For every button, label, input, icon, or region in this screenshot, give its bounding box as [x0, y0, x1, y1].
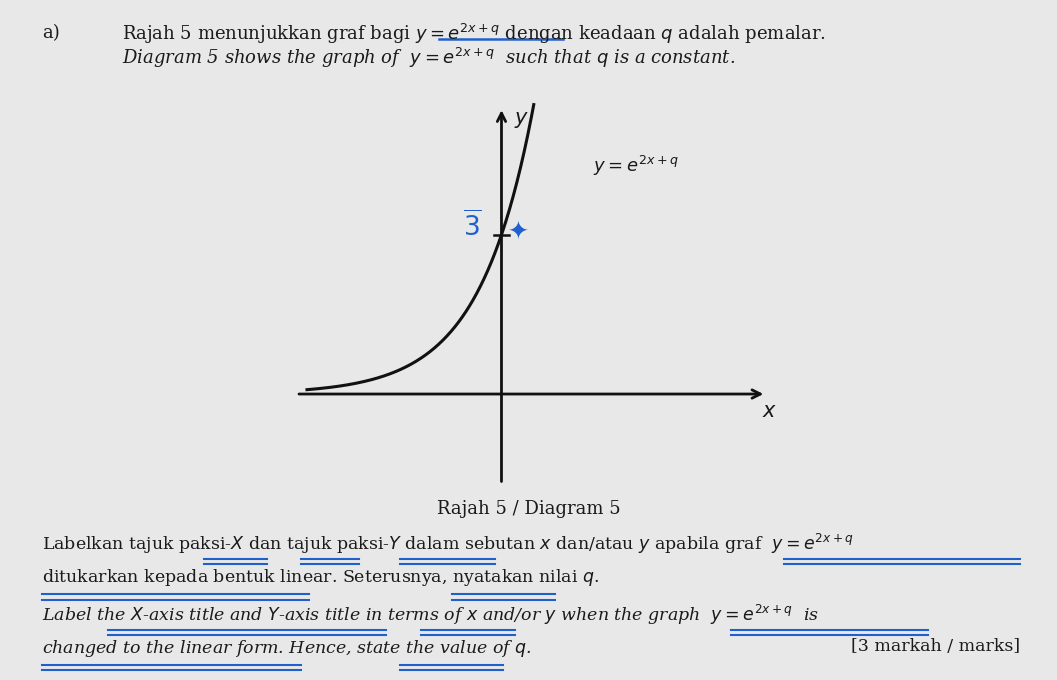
Text: $y$: $y$: [515, 110, 530, 130]
Text: Diagram 5 shows the graph of  $y = e^{2x+q}$  such that $q$ is a constant.: Diagram 5 shows the graph of $y = e^{2x+…: [122, 46, 735, 70]
Text: $x$: $x$: [762, 402, 777, 421]
Text: [3 markah / marks]: [3 markah / marks]: [851, 638, 1020, 655]
Text: changed to the linear form. Hence, state the value of $q$.: changed to the linear form. Hence, state…: [42, 638, 532, 659]
Text: a): a): [42, 24, 60, 41]
Text: $\overline{3}$: $\overline{3}$: [463, 210, 482, 241]
Text: Rajah 5 / Diagram 5: Rajah 5 / Diagram 5: [437, 500, 620, 517]
Text: Labelkan tajuk paksi-$X$ dan tajuk paksi-$Y$ dalam sebutan $x$ dan/atau $y$ apab: Labelkan tajuk paksi-$X$ dan tajuk paksi…: [42, 532, 854, 556]
Text: Rajah 5 menunjukkan graf bagi $y = e^{2x+q}$ dengan keadaan $q$ adalah pemalar.: Rajah 5 menunjukkan graf bagi $y = e^{2x…: [122, 22, 826, 46]
Text: ✦: ✦: [508, 220, 528, 244]
Text: $y = e^{2x +q}$: $y = e^{2x +q}$: [593, 154, 679, 177]
Text: Label the $X$-axis title and $Y$-axis title in terms of $x$ and/or $y$ when the : Label the $X$-axis title and $Y$-axis ti…: [42, 602, 819, 626]
Text: ditukarkan kepada bentuk linear. Seterusnya, nyatakan nilai $q$.: ditukarkan kepada bentuk linear. Seterus…: [42, 567, 599, 588]
